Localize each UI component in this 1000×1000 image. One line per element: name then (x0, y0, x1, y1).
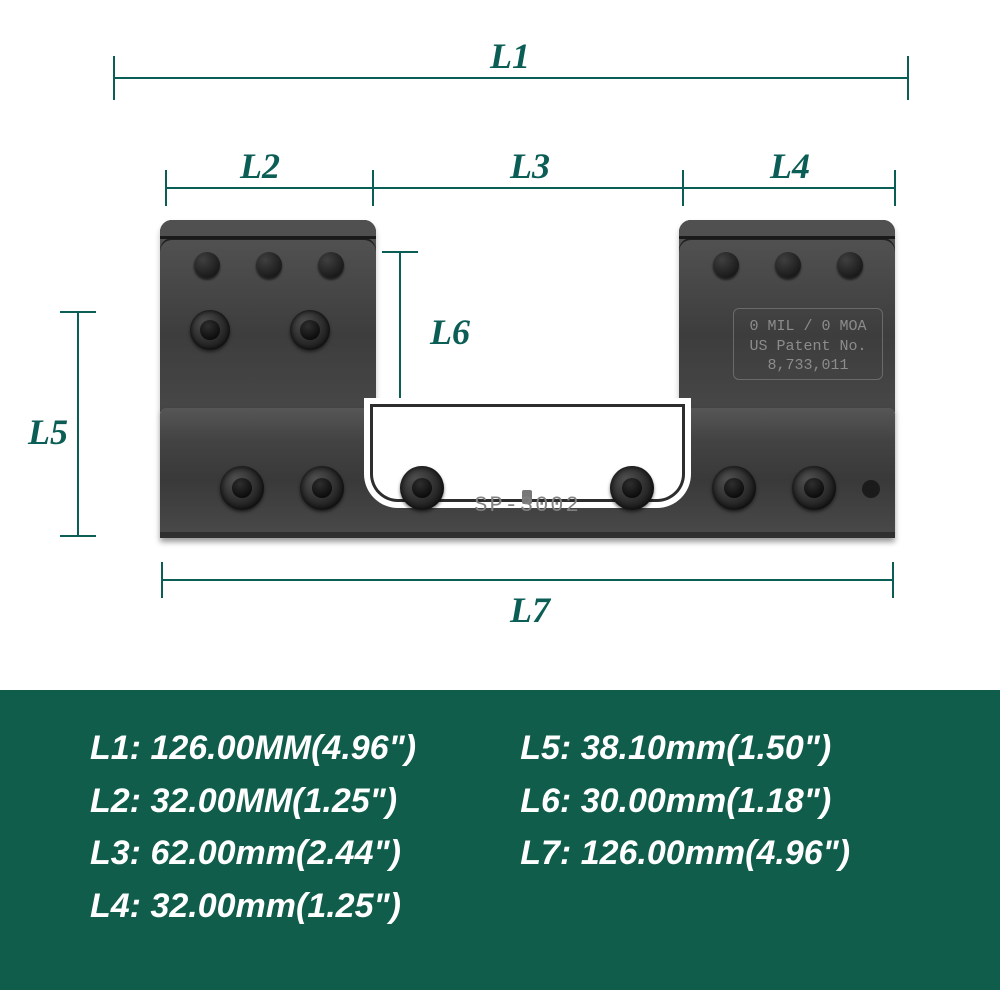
legend-row-L5: L5: 38.10mm(1.50") (520, 722, 930, 775)
scope-mount-body: 0 MIL / 0 MOA US Patent No. 8,733,011 SP… (160, 230, 895, 538)
etch-line3: 8,733,011 (734, 356, 882, 376)
dim-label-L4: L4 (770, 145, 810, 187)
etch-box: 0 MIL / 0 MOA US Patent No. 8,733,011 (733, 308, 883, 380)
legend-col-right: L5: 38.10mm(1.50")L6: 30.00mm(1.18")L7: … (520, 722, 930, 970)
legend-row-L4: L4: 32.00mm(1.25") (90, 880, 520, 933)
ring-right: 0 MIL / 0 MOA US Patent No. 8,733,011 (679, 220, 895, 412)
legend-row-L3: L3: 62.00mm(2.44") (90, 827, 520, 880)
dim-label-L7: L7 (510, 589, 550, 631)
legend-row-L7: L7: 126.00mm(4.96") (520, 827, 930, 880)
legend-row-L1: L1: 126.00MM(4.96") (90, 722, 520, 775)
legend-panel: L1: 126.00MM(4.96")L2: 32.00MM(1.25")L3:… (0, 690, 1000, 990)
ring-left (160, 220, 376, 412)
dim-label-L6: L6 (430, 311, 470, 353)
diagram-area: 0 MIL / 0 MOA US Patent No. 8,733,011 SP… (0, 0, 1000, 690)
etch-line1: 0 MIL / 0 MOA (734, 317, 882, 337)
dim-label-L5: L5 (28, 411, 68, 453)
dim-label-L1: L1 (490, 35, 530, 77)
etch-line2: US Patent No. (734, 337, 882, 357)
legend-col-left: L1: 126.00MM(4.96")L2: 32.00MM(1.25")L3:… (90, 722, 520, 970)
dim-label-L2: L2 (240, 145, 280, 187)
dim-label-L3: L3 (510, 145, 550, 187)
legend-row-L6: L6: 30.00mm(1.18") (520, 775, 930, 828)
model-number: SP-3002 (160, 493, 895, 518)
mount-base: SP-3002 (160, 408, 895, 538)
legend-row-L2: L2: 32.00MM(1.25") (90, 775, 520, 828)
